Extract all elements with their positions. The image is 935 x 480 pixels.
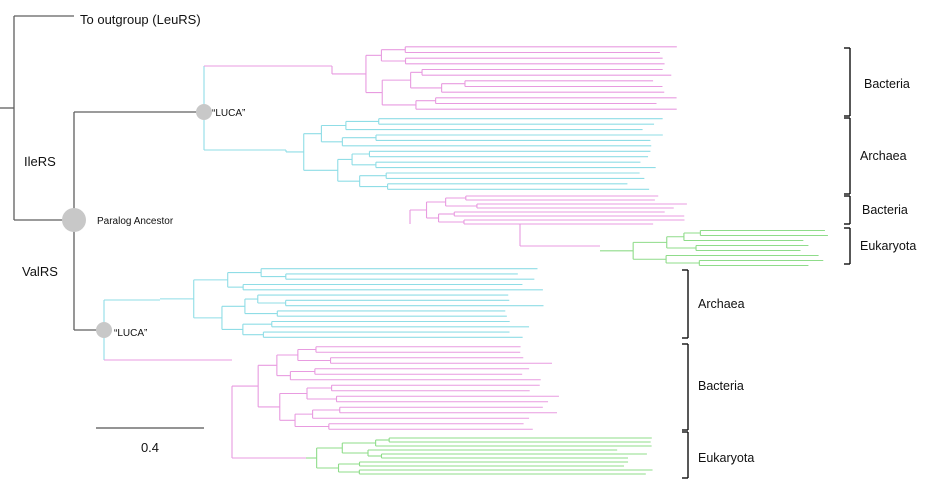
- paralog-ancestor-node: [62, 208, 86, 232]
- clade-label-bacteria-2: Bacteria: [862, 203, 908, 217]
- luca-ile-node: [196, 104, 212, 120]
- paralog-ancestor-label: Paralog Ancestor: [97, 216, 174, 227]
- clade-label-bacteria-3: Bacteria: [698, 379, 744, 393]
- scale-bar-label: 0.4: [141, 440, 159, 455]
- luca-val-node: [96, 322, 112, 338]
- clade-label-eukaryota-2: Eukaryota: [698, 451, 754, 465]
- luca-val-label: “LUCA”: [114, 328, 147, 339]
- tree-backbone: [0, 15, 204, 331]
- outgroup-label: To outgroup (LeuRS): [80, 12, 201, 27]
- luca-ile-label: “LUCA”: [212, 108, 245, 119]
- clade-label-eukaryota-1: Eukaryota: [860, 239, 916, 253]
- clade-brackets: [682, 47, 851, 479]
- ancestor-nodes: [62, 104, 212, 338]
- clade-label-archaea-2: Archaea: [698, 297, 745, 311]
- clade-label-archaea-1: Archaea: [860, 149, 907, 163]
- ilers-label: IleRS: [24, 154, 56, 169]
- tree-branches: [103, 46, 828, 475]
- clade-label-bacteria-1: Bacteria: [864, 77, 910, 91]
- valrs-label: ValRS: [22, 264, 58, 279]
